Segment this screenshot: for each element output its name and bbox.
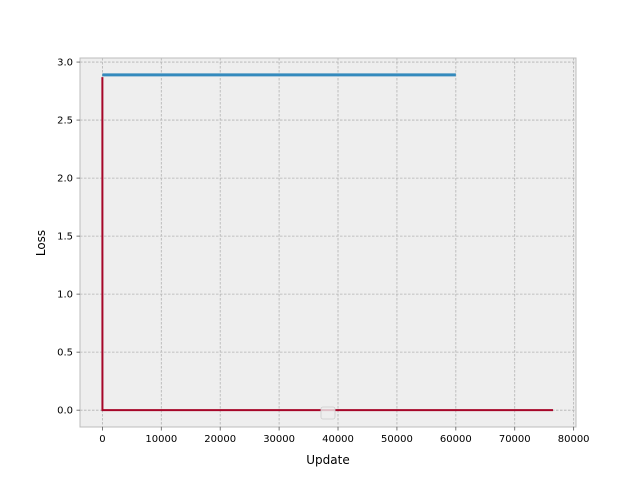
x-tick-label: 40000 [322, 434, 354, 445]
y-tick-label: 3.0 [57, 58, 73, 69]
series-group [101, 73, 554, 412]
x-axis-label: Update [306, 453, 349, 467]
x-tick-label: 70000 [499, 434, 531, 445]
series-line-2 [101, 77, 554, 412]
x-tick-label: 50000 [381, 434, 413, 445]
x-tick-label: 80000 [558, 434, 590, 445]
y-tick-label: 2.0 [57, 174, 73, 185]
y-tick-label: 0.0 [57, 406, 73, 417]
y-tick-label: 0.5 [57, 348, 73, 359]
y-axis-label: Loss [34, 230, 48, 256]
plot-background [80, 58, 576, 427]
legend [320, 406, 336, 420]
x-tick-label: 10000 [145, 434, 177, 445]
x-tick-label: 0 [99, 434, 105, 445]
plot-frame [79, 57, 577, 428]
x-tick-label: 60000 [440, 434, 472, 445]
x-tick-label: 20000 [204, 434, 236, 445]
y-tick-label: 2.5 [57, 116, 73, 127]
y-tick-label: 1.0 [57, 290, 73, 301]
y-tick-label: 1.5 [57, 232, 73, 243]
legend-box [320, 406, 336, 420]
ticks: 0 10000 20000 30000 40000 50000 60000 70000 8000… [57, 58, 589, 445]
x-tick-label: 30000 [263, 434, 295, 445]
